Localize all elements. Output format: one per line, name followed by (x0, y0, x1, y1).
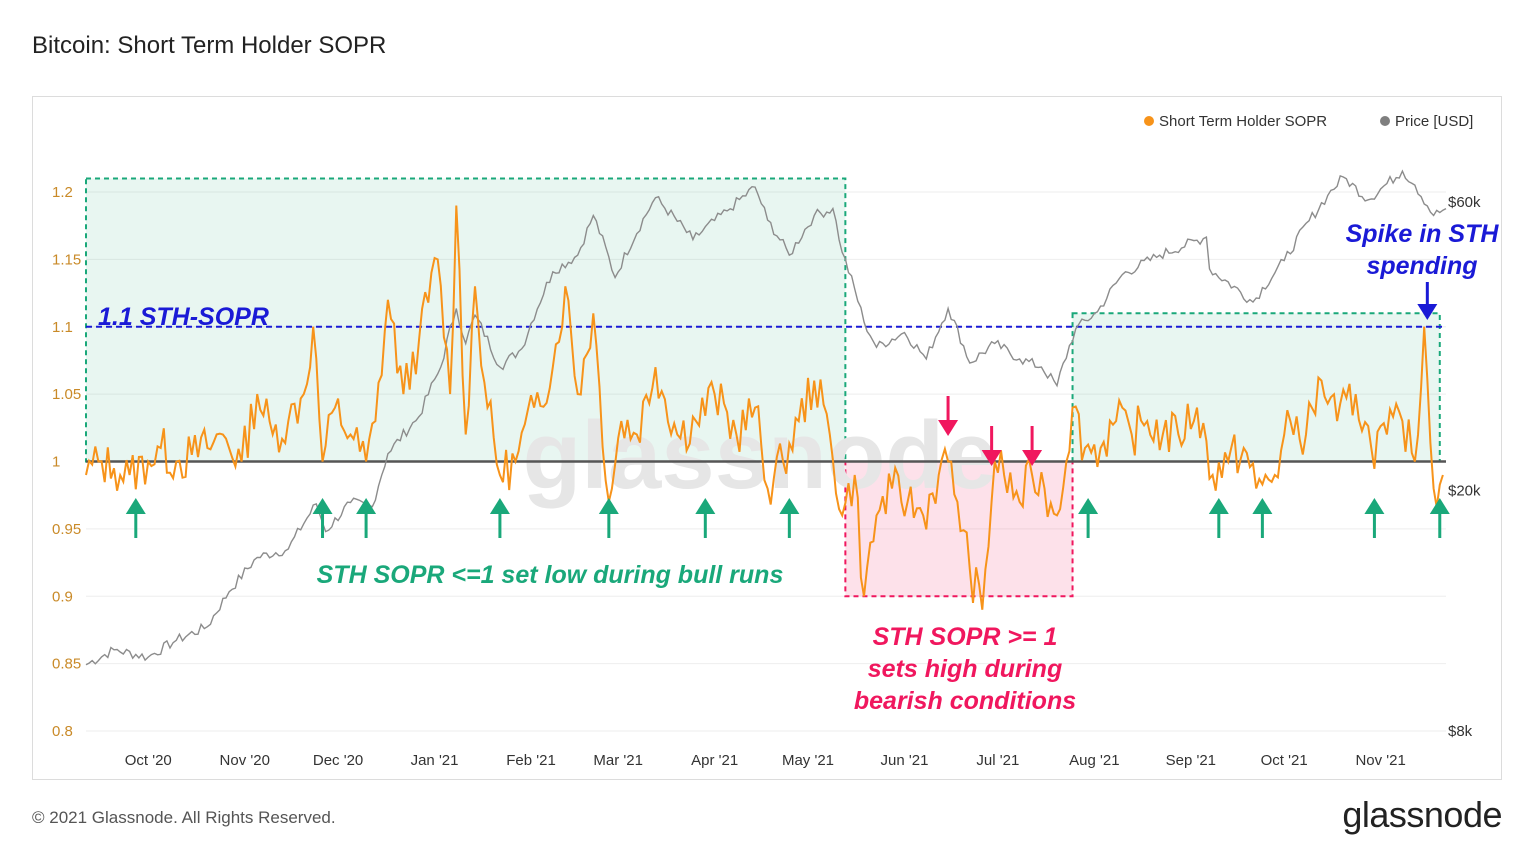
legend-marker-price (1380, 116, 1390, 126)
up-arrow-head (695, 498, 716, 514)
down-arrow-head (1022, 450, 1043, 466)
bear-annotation-line-1: STH SOPR >= 1 (873, 623, 1058, 651)
x-tick-label: Feb '21 (506, 752, 556, 769)
y-right-tick-label: $60k (1448, 194, 1481, 211)
bull-region (1071, 312, 1441, 463)
x-tick-label: Oct '20 (125, 752, 172, 769)
up-arrow-head (489, 498, 510, 514)
down-arrow (981, 426, 1002, 466)
legend-marker-sopr (1144, 116, 1154, 126)
price-line (85, 169, 1447, 666)
x-tick-label: Nov '20 (220, 752, 270, 769)
down-arrow-head (1417, 304, 1438, 320)
bear-annotation-line-3: bearish conditions (854, 687, 1076, 715)
spike-arrow (1417, 282, 1438, 320)
up-arrow (125, 498, 146, 538)
up-arrow (312, 498, 333, 538)
bull-annotation: STH SOPR <=1 set low during bull runs (317, 561, 784, 589)
up-arrow-head (1364, 498, 1385, 514)
spike-annotation-line-1: Spike in STH (1346, 220, 1500, 248)
y-left-tick-label: 0.85 (52, 656, 81, 673)
y-left-tick-label: 1.1 (52, 319, 73, 336)
chart-frame (32, 96, 1502, 780)
up-arrow (1364, 498, 1385, 538)
x-tick-label: May '21 (782, 752, 834, 769)
legend: Short Term Holder SOPR Price [USD] (1144, 113, 1473, 130)
down-arrow-head (981, 450, 1002, 466)
up-arrow-head (1208, 498, 1229, 514)
down-arrow-head (938, 420, 959, 436)
glassnode-logo: glassnode (1342, 794, 1502, 835)
up-arrow-head (779, 498, 800, 514)
up-arrow (356, 498, 377, 538)
up-arrow-head (356, 498, 377, 514)
spike-annotation-line-2: spending (1366, 252, 1477, 280)
x-tick-label: Jul '21 (976, 752, 1019, 769)
level-label: 1.1 STH-SOPR (98, 303, 269, 331)
bear-annotation-line-2: sets high during (868, 655, 1062, 683)
y-left-tick-label: 0.8 (52, 723, 73, 740)
legend-label-sopr: Short Term Holder SOPR (1159, 113, 1327, 130)
y-right-tick-label: $8k (1448, 723, 1473, 740)
up-arrow (1252, 498, 1273, 538)
up-arrow-head (312, 498, 333, 514)
annotation-arrows (125, 282, 1450, 538)
y-left-tick-label: 1 (52, 454, 60, 471)
highlight-regions (85, 177, 1441, 598)
x-tick-label: Dec '20 (313, 752, 363, 769)
page-title: Bitcoin: Short Term Holder SOPR (32, 32, 387, 59)
x-tick-label: Sep '21 (1166, 752, 1216, 769)
x-tick-label: Apr '21 (691, 752, 738, 769)
up-arrow-head (1429, 498, 1450, 514)
x-tick-label: Nov '21 (1355, 752, 1405, 769)
up-arrow (1078, 498, 1099, 538)
copyright: © 2021 Glassnode. All Rights Reserved. (32, 808, 336, 827)
x-tick-label: Aug '21 (1069, 752, 1119, 769)
y-left-tick-label: 1.05 (52, 386, 81, 403)
up-arrow (489, 498, 510, 538)
y-left-tick-label: 1.15 (52, 251, 81, 268)
up-arrow (695, 498, 716, 538)
sopr-series (85, 205, 1444, 610)
x-tick-label: Jan '21 (411, 752, 459, 769)
up-arrow-head (125, 498, 146, 514)
price-series (85, 169, 1447, 666)
up-arrow-head (1252, 498, 1273, 514)
x-tick-label: Oct '21 (1261, 752, 1308, 769)
y-left-tick-label: 0.9 (52, 588, 73, 605)
annotations: 1.1 STH-SOPR STH SOPR <=1 set low during… (98, 220, 1499, 715)
up-arrow (1429, 498, 1450, 538)
axes: 0.8 0.85 0.9 0.95 1 1.05 1.1 1.15 1.2 $8k $20k $60k… (52, 184, 1481, 769)
down-arrow (1022, 426, 1043, 466)
sopr-line (85, 205, 1444, 610)
x-tick-label: Mar '21 (593, 752, 643, 769)
reference-lines (86, 325, 1446, 463)
up-arrow (779, 498, 800, 538)
x-tick-label: Jun '21 (881, 752, 929, 769)
legend-label-price: Price [USD] (1395, 113, 1473, 130)
down-arrow (938, 396, 959, 436)
up-arrow (1208, 498, 1229, 538)
y-left-tick-label: 1.2 (52, 184, 73, 201)
up-arrow (598, 498, 619, 538)
up-arrow-head (1078, 498, 1099, 514)
y-right-tick-label: $20k (1448, 482, 1481, 499)
up-arrow-head (598, 498, 619, 514)
y-left-tick-label: 0.95 (52, 521, 81, 538)
